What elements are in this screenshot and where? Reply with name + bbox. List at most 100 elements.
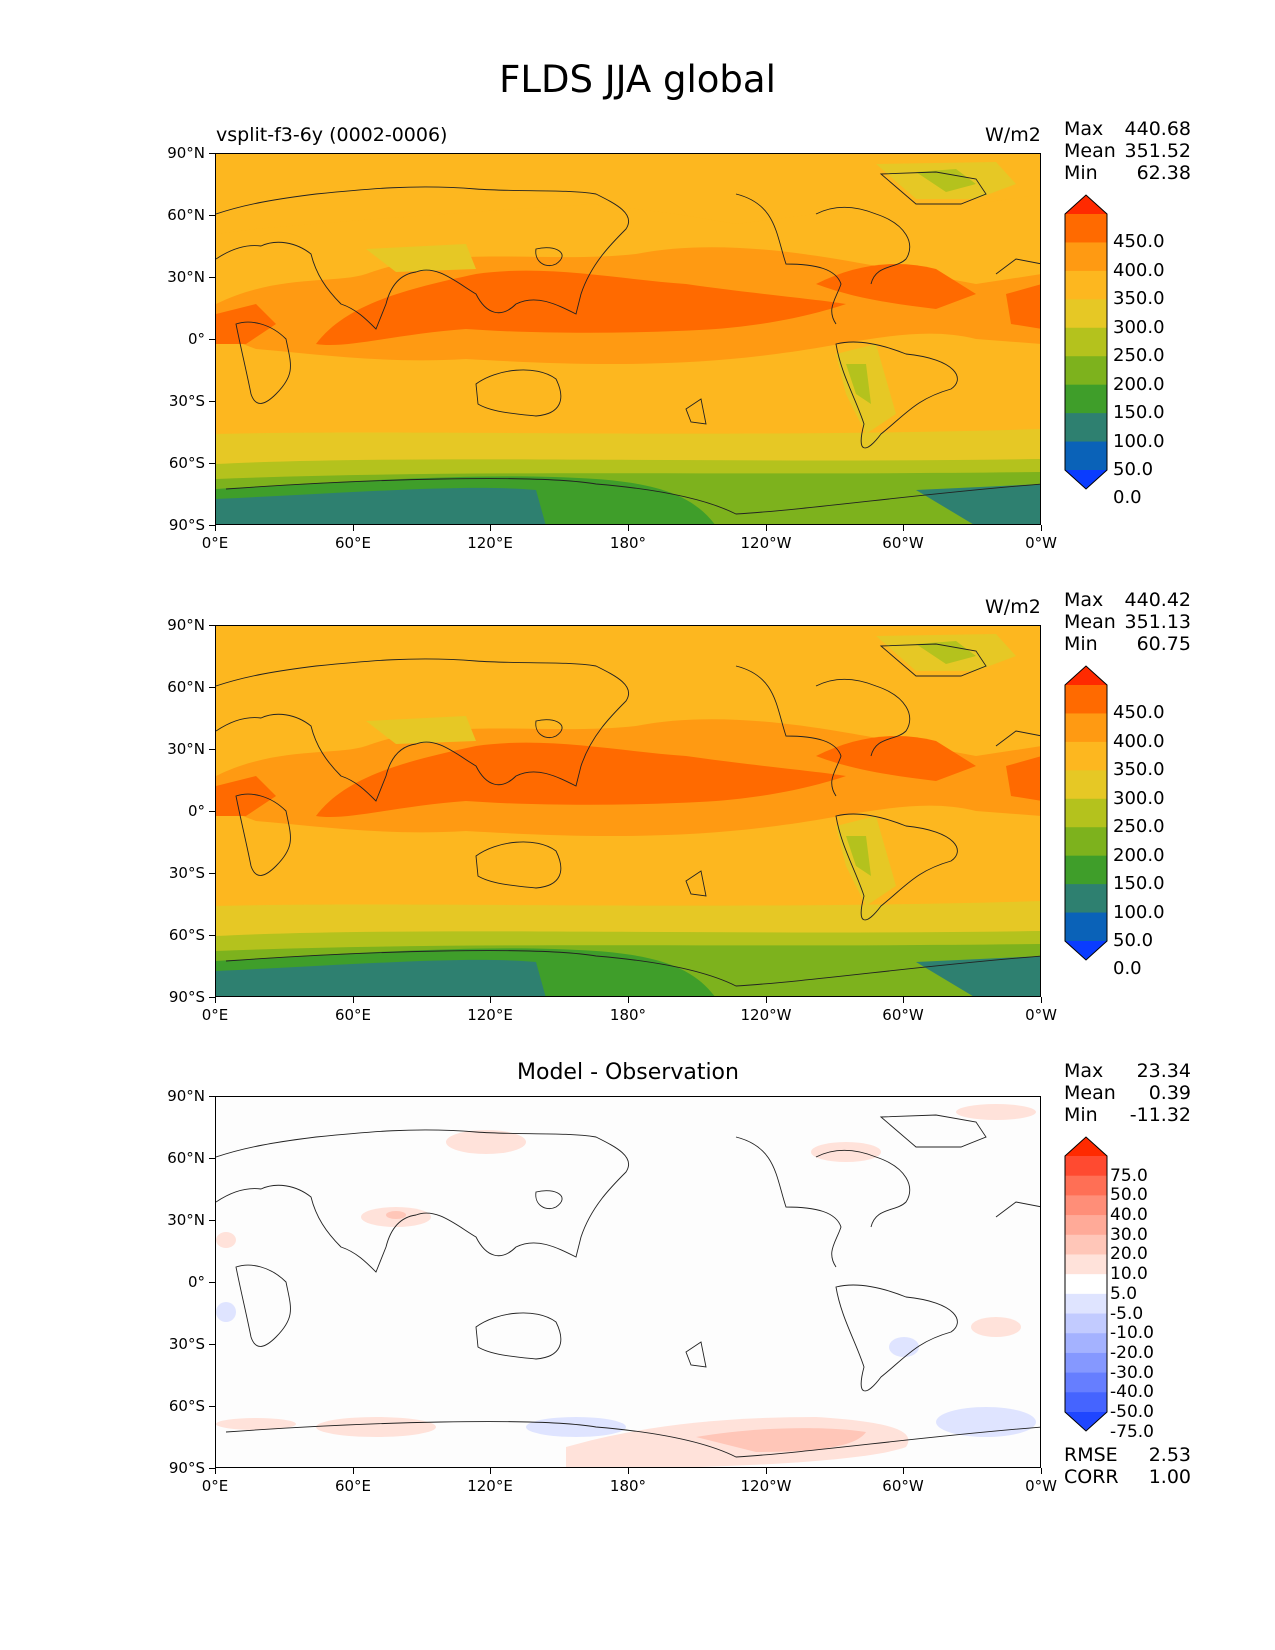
colorbar-label: 50.0	[1113, 459, 1154, 480]
panel2-field	[216, 626, 1040, 996]
colorbar-segment	[1065, 1195, 1107, 1216]
colorbar-outline	[1064, 194, 1108, 490]
colorbar-label: 150.0	[1113, 402, 1165, 423]
colorbar-label: 100.0	[1113, 902, 1165, 923]
colorbar-label: 200.0	[1113, 374, 1165, 395]
colorbar-extend-min	[1065, 470, 1107, 489]
lat-tick-label: 60°S	[168, 1397, 205, 1415]
lat-tick	[209, 1220, 215, 1221]
colorbar-outline	[1064, 665, 1108, 961]
lat-tick	[209, 625, 215, 626]
colorbar-label: 50.0	[1110, 1185, 1148, 1205]
lon-tick	[628, 1468, 629, 1474]
colorbar-segment	[1065, 855, 1107, 885]
lat-tick	[209, 339, 215, 340]
mean-label: Mean	[1064, 140, 1116, 162]
lon-tick-label: 0°W	[1025, 1477, 1057, 1495]
lat-tick-label: 30°N	[167, 740, 205, 758]
colorbar-extend-max	[1065, 1137, 1107, 1156]
panel1-units: W/m2	[985, 124, 1041, 146]
lon-tick	[766, 997, 767, 1003]
colorbar-segment	[1065, 299, 1107, 329]
panel3-map	[215, 1096, 1041, 1468]
colorbar-segment	[1065, 827, 1107, 857]
colorbar-segment	[1065, 242, 1107, 272]
colorbar-segment	[1065, 1254, 1107, 1275]
colorbar-label: 250.0	[1113, 345, 1165, 366]
colorbar-segment	[1065, 413, 1107, 443]
colorbar-label: 30.0	[1110, 1225, 1148, 1245]
panel1-field	[216, 154, 1040, 524]
lat-tick-label: 90°S	[168, 516, 205, 534]
colorbar-segment	[1065, 1372, 1107, 1393]
colorbar-segment	[1065, 741, 1107, 771]
colorbar-segment	[1065, 798, 1107, 828]
lat-tick	[209, 873, 215, 874]
colorbar-segment	[1065, 214, 1107, 243]
colorbar-segment	[1065, 912, 1107, 942]
panel3-extra-stats: RMSE 2.53 CORR 1.00	[1064, 1444, 1191, 1488]
lon-tick	[903, 1468, 904, 1474]
lon-tick-label: 0°E	[201, 534, 229, 552]
lon-tick-label: 0°W	[1025, 1006, 1057, 1024]
colorbar-label: 300.0	[1113, 317, 1165, 338]
lon-tick-label: 60°E	[334, 1477, 372, 1495]
lon-tick	[490, 997, 491, 1003]
lat-tick-label: 30°S	[168, 392, 205, 410]
max-value: 23.34	[1136, 1060, 1191, 1082]
colorbar-label: 5.0	[1110, 1284, 1138, 1304]
max-label: Max	[1064, 589, 1104, 611]
rmse-value: 2.53	[1148, 1444, 1191, 1466]
lat-tick	[209, 277, 215, 278]
corr-value: 1.00	[1148, 1466, 1191, 1488]
corr-label: CORR	[1064, 1466, 1119, 1488]
lat-tick	[209, 1406, 215, 1407]
min-value: -11.32	[1129, 1104, 1191, 1126]
figure-title: FLDS JJA global	[499, 58, 776, 101]
panel1-left-title: vsplit-f3-6y (0002-0006)	[216, 124, 448, 146]
colorbar-segment	[1065, 1274, 1107, 1295]
lat-tick	[209, 153, 215, 154]
panel2-stats: Max 440.42 Mean 351.13 Min 60.75	[1064, 589, 1191, 655]
lat-tick-label: 60°N	[167, 1149, 205, 1167]
lat-tick	[209, 811, 215, 812]
panel2-coastlines	[216, 643, 1040, 987]
colorbar-segment	[1065, 1234, 1107, 1255]
lon-tick-label: 0°E	[201, 1006, 229, 1024]
colorbar-segment	[1065, 713, 1107, 743]
mean-label: Mean	[1064, 611, 1116, 633]
colorbar-segment	[1065, 770, 1107, 800]
colorbar-segment	[1065, 1175, 1107, 1196]
mean-value: 351.52	[1124, 140, 1191, 162]
lat-tick-label: 90°N	[167, 616, 205, 634]
lat-tick-label: 90°S	[168, 988, 205, 1006]
lon-tick	[766, 1468, 767, 1474]
min-label: Min	[1064, 1104, 1098, 1126]
lat-tick-label: 90°S	[168, 1459, 205, 1477]
colorbar-segment	[1065, 1333, 1107, 1354]
lon-tick-label: 120°E	[467, 1006, 513, 1024]
lat-tick	[209, 1344, 215, 1345]
panel2-units: W/m2	[985, 596, 1041, 618]
colorbar-segment	[1065, 1215, 1107, 1236]
lon-tick	[215, 525, 216, 531]
colorbar-label: 40.0	[1110, 1205, 1148, 1225]
lon-tick	[903, 997, 904, 1003]
panel3-stats: Max 23.34 Mean 0.39 Min -11.32	[1064, 1060, 1191, 1126]
colorbar-segment	[1065, 1313, 1107, 1334]
lon-tick-label: 60°W	[882, 534, 924, 552]
panel2-colorbar	[1064, 665, 1108, 961]
colorbar-extend-max	[1065, 666, 1107, 685]
colorbar-label: 400.0	[1113, 260, 1165, 281]
panel1-stats: Max 440.68 Mean 351.52 Min 62.38	[1064, 118, 1191, 184]
colorbar-label: 350.0	[1113, 759, 1165, 780]
colorbar-segment	[1065, 441, 1107, 471]
lat-tick-label: 60°S	[168, 926, 205, 944]
lon-tick-label: 180°	[609, 1006, 647, 1024]
colorbar-extend-min	[1065, 941, 1107, 960]
lon-tick-label: 180°	[609, 534, 647, 552]
colorbar-label: -10.0	[1110, 1323, 1154, 1343]
colorbar-extend-min	[1065, 1412, 1107, 1431]
panel1-colorbar	[1064, 194, 1108, 490]
lon-tick-label: 180°	[609, 1477, 647, 1495]
